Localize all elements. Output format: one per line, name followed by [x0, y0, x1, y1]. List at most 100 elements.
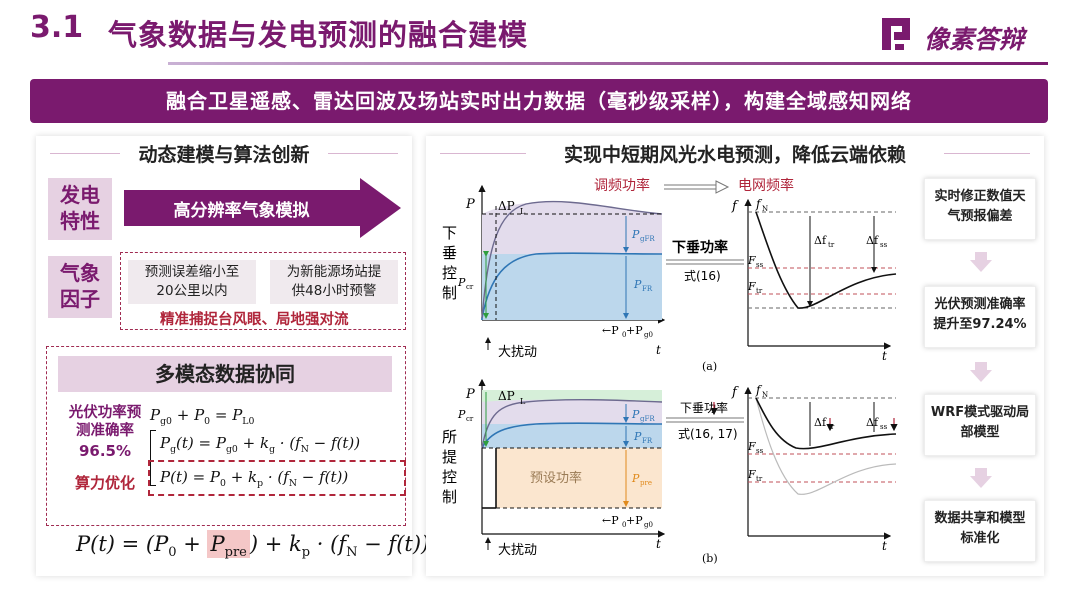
formula-highlight-box [148, 460, 406, 496]
feature-line: 部模型 [960, 425, 1000, 440]
row-b-label-4: 制 [442, 488, 457, 506]
svg-text:gFR: gFR [640, 415, 655, 423]
weather-factor-box [120, 252, 406, 330]
accuracy-label: 光伏功率预 测准确率 [50, 404, 160, 440]
svg-text:ΔP: ΔP [498, 389, 515, 403]
side-label-weather: 气象 因子 [48, 256, 112, 318]
svg-text:Δf: Δf [814, 416, 827, 429]
pill-warning: 为新能源场站提 供48小时预警 [270, 260, 398, 304]
right-panel-title: 实现中短期风光水电预测，降低云端依赖 [563, 144, 906, 166]
svg-text:+P: +P [626, 324, 643, 337]
svg-text:ss: ss [756, 261, 764, 269]
svg-text:P: P [465, 197, 475, 212]
arrow-shape [124, 178, 401, 238]
feature-box-3: WRF模式驱动局 部模型 [924, 394, 1036, 456]
feature-box-2: 光伏预测准确率 提升至97.24% [924, 286, 1036, 348]
svg-text:tr: tr [756, 475, 763, 483]
arrow-connector-head [715, 180, 730, 194]
svg-text:F: F [747, 440, 756, 453]
logo-icon [882, 18, 910, 50]
svg-text:P: P [631, 408, 640, 421]
formula-pg: Pg(t) = Pg0 + kg · (fN − f(t)) [160, 434, 361, 455]
pill-line: 预测误差缩小至 [144, 264, 240, 280]
page-title: 气象数据与发电预测的融合建模 [108, 18, 529, 52]
svg-text:gFR: gFR [640, 235, 655, 243]
section-number: 3.1 [30, 10, 84, 45]
svg-text:←P: ←P [602, 514, 619, 527]
svg-text:ss: ss [880, 423, 888, 431]
formula-bracket [150, 430, 156, 486]
svg-text:F: F [747, 468, 756, 481]
svg-text:P: P [631, 228, 640, 241]
side-label-generation: 发电 特性 [48, 178, 112, 240]
svg-text:N: N [762, 205, 768, 213]
disturbance-a: 大扰动 [498, 345, 537, 360]
eq16-17: 式(16, 17) [678, 427, 738, 441]
svg-text:FR: FR [642, 437, 653, 445]
summary-banner: 融合卫星遥感、雷达回波及场站实时出力数据（毫秒级采样），构建全域感知网络 [30, 79, 1048, 123]
multimodal-box [46, 346, 406, 526]
arrow-label: 高分辨率气象模拟 [173, 201, 310, 221]
feature-line: 光伏预测准确率 [934, 297, 1026, 312]
compute-opt-label: 算力优化 [74, 474, 135, 492]
svg-text:t: t [882, 539, 887, 553]
eq16-a: 式(16) [684, 269, 721, 283]
svg-text:cr: cr [466, 283, 474, 291]
svg-text:←P: ←P [602, 324, 619, 337]
row-a-label-2: 垂 [442, 244, 457, 262]
preset-power: 预设功率 [530, 470, 582, 486]
droop-power-b: 下垂功率 [680, 400, 728, 415]
feature-line: 提升至97.24% [933, 317, 1027, 332]
svg-text:t: t [882, 349, 887, 363]
accuracy-value: 96.5% [78, 442, 132, 460]
svg-text:0: 0 [622, 521, 626, 529]
accuracy-line: 光伏功率预 [68, 405, 142, 421]
svg-text:P: P [631, 472, 640, 485]
row-a-label-1: 下 [442, 224, 457, 242]
feature-box-1: 实时修正数值天 气预报偏差 [924, 178, 1036, 240]
side-label-line: 特性 [60, 209, 100, 233]
title-rule-right [328, 153, 398, 154]
side-label-line: 发电 [60, 183, 100, 207]
feature-box-4: 数据共享和模型 标准化 [924, 500, 1036, 562]
svg-text:f: f [755, 383, 763, 397]
row-b-label-2: 提 [442, 448, 457, 466]
svg-text:F: F [747, 254, 756, 267]
pill-line: 供48小时预警 [291, 283, 377, 299]
pill-line: 20公里以内 [156, 283, 228, 299]
svg-text:L: L [520, 397, 526, 406]
feature-line: 实时修正数值天 [934, 189, 1026, 204]
row-a-label-4: 制 [442, 284, 457, 302]
feature-line: WRF模式驱动局 [930, 405, 1030, 420]
multimodal-title: 多模态数据协同 [58, 356, 392, 392]
title-rule-right [944, 153, 1030, 154]
side-label-line: 气象 [60, 261, 100, 285]
title-freq-power: 调频功率 [594, 177, 650, 194]
disturbance-b: 大扰动 [498, 543, 537, 558]
svg-text:N: N [762, 391, 768, 399]
svg-text:ΔP: ΔP [498, 199, 515, 213]
logo-text: 像素答辩 [924, 25, 1025, 54]
caption-a: (a) [702, 360, 717, 373]
accuracy-line: 测准确率 [76, 423, 134, 439]
down-arrow-icon [970, 468, 992, 488]
svg-text:f: f [731, 385, 739, 400]
svg-text:ss: ss [880, 241, 888, 249]
svg-text:P: P [633, 278, 642, 291]
svg-text:ss: ss [756, 447, 764, 455]
feature-line: 数据共享和模型 [934, 511, 1026, 526]
down-arrow-icon [970, 252, 992, 272]
title-underline [168, 62, 1048, 65]
feature-line: 气预报偏差 [947, 209, 1013, 224]
left-panel-title: 动态建模与算法创新 [138, 144, 310, 166]
svg-text:FR: FR [642, 285, 653, 293]
formula-power-sum: Pg0 + P0 = PL0 [150, 406, 255, 427]
side-label-line: 因子 [60, 287, 100, 311]
svg-text:P: P [465, 387, 475, 402]
left-panel: 动态建模与算法创新 发电 特性 高分辨率气象模拟 气象 因子 预测误差缩小至 2… [36, 136, 429, 576]
row-b-label-3: 控 [442, 468, 457, 486]
caption-b: (b) [702, 552, 718, 565]
